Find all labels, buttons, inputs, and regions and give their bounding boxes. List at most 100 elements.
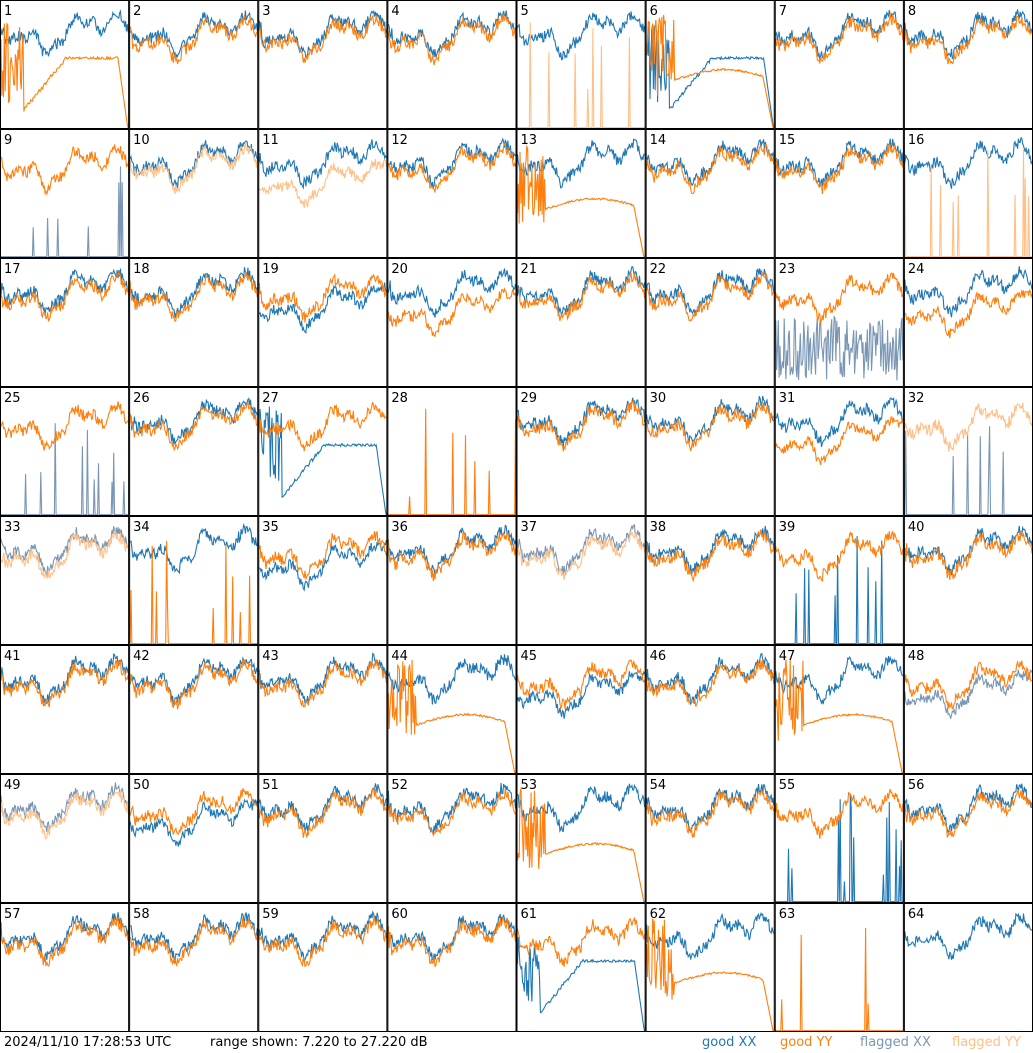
series-yy-52: [387, 788, 516, 838]
series-yy-45: [516, 659, 646, 710]
panel-42: 42: [129, 645, 259, 774]
range-text: range shown: 7.220 to 27.220 dB: [210, 1035, 428, 1050]
series-yy-58: [129, 917, 258, 968]
panel-frame-1: [0, 0, 130, 129]
panel-label-32: 32: [908, 391, 925, 406]
panel-label-3: 3: [262, 4, 270, 19]
panel-label-8: 8: [908, 4, 916, 19]
panel-frame-13: [516, 129, 646, 258]
panel-21: 21: [516, 258, 646, 387]
panel-label-36: 36: [391, 520, 408, 535]
panel-2: 2: [129, 0, 259, 129]
series-xx-20: [387, 268, 517, 318]
panel-23: 23: [774, 258, 904, 387]
panel-label-48: 48: [908, 649, 925, 664]
panel-29: 29: [516, 387, 646, 516]
panel-frame-53: [516, 774, 646, 903]
series-xx-27: [258, 406, 387, 516]
series-xx-3: [258, 10, 387, 60]
panel-frame-35: [258, 516, 388, 645]
series-yy-11: [258, 158, 387, 208]
series-yy-19: [258, 272, 387, 323]
series-yy-3: [259, 15, 387, 63]
panel-48: 48: [903, 645, 1033, 774]
panel-frame-51: [258, 774, 388, 903]
panel-44: 44: [387, 645, 517, 774]
panel-6: 6: [645, 0, 775, 129]
panel-frame-25: [0, 387, 130, 516]
panel-60: 60: [387, 903, 517, 1032]
panel-label-5: 5: [521, 4, 529, 19]
panel-frame-30: [645, 387, 775, 516]
panel-25: 25: [0, 387, 130, 516]
panel-16: 16: [903, 129, 1033, 258]
series-xx-51: [258, 783, 387, 832]
panel-label-9: 9: [4, 133, 12, 148]
series-yy-18: [129, 271, 258, 323]
series-yy-34: [129, 540, 258, 645]
panel-frame-10: [129, 129, 259, 258]
panel-frame-6: [645, 0, 775, 129]
series-yy-49: [0, 790, 129, 840]
panel-4: 4: [387, 0, 517, 129]
series-yy-22: [646, 271, 775, 322]
panel-31: 31: [774, 387, 904, 516]
panel-label-59: 59: [262, 907, 279, 922]
panel-28: 28: [387, 387, 517, 516]
panel-frame-37: [516, 516, 646, 645]
panel-frame-27: [258, 387, 388, 516]
panel-label-55: 55: [779, 778, 796, 793]
panel-frame-12: [387, 129, 517, 258]
panel-55: 55: [774, 774, 904, 903]
series-yy-8: [904, 15, 1033, 65]
panel-36: 36: [387, 516, 517, 645]
series-yy-23: [775, 272, 904, 324]
panel-frame-34: [129, 516, 259, 645]
series-yy-4: [387, 13, 517, 66]
panel-frame-52: [387, 774, 517, 903]
panel-52: 52: [387, 774, 517, 903]
panel-frame-57: [0, 903, 130, 1032]
series-yy-1: [0, 22, 129, 129]
panel-34: 34: [129, 516, 259, 645]
series-xx-45: [516, 670, 646, 719]
panel-49: 49: [0, 774, 130, 903]
panel-label-10: 10: [133, 133, 150, 148]
panel-frame-44: [387, 645, 517, 774]
series-yy-12: [387, 142, 517, 193]
series-yy-50: [129, 788, 258, 835]
series-yy-39: [775, 530, 904, 583]
series-xx-24: [904, 266, 1033, 318]
panel-frame-43: [258, 645, 388, 774]
legend-flagged-yy: flagged YY: [952, 1035, 1021, 1050]
panel-label-19: 19: [262, 262, 279, 277]
panel-label-21: 21: [521, 262, 538, 277]
series-xx-9: [1, 166, 129, 258]
panel-label-24: 24: [908, 262, 925, 277]
series-xx-46: [646, 653, 775, 706]
panel-54: 54: [645, 774, 775, 903]
series-xx-7: [775, 9, 904, 60]
series-xx-5: [517, 11, 646, 61]
series-yy-14: [646, 143, 775, 195]
legend-good-yy: good YY: [780, 1035, 833, 1050]
panel-label-11: 11: [262, 133, 279, 148]
series-xx-52: [387, 782, 517, 834]
panel-frame-58: [129, 903, 259, 1032]
panel-label-31: 31: [779, 391, 796, 406]
panel-8: 8: [903, 0, 1033, 129]
panel-label-49: 49: [4, 778, 21, 793]
panel-label-27: 27: [262, 391, 279, 406]
series-xx-16: [904, 136, 1033, 189]
panel-label-25: 25: [4, 391, 21, 406]
panel-label-38: 38: [650, 520, 667, 535]
panel-label-62: 62: [650, 907, 667, 922]
panel-label-63: 63: [779, 907, 796, 922]
series-yy-32: [904, 402, 1033, 452]
series-xx-47: [775, 655, 904, 705]
series-xx-2: [129, 10, 258, 58]
panel-frame-41: [0, 645, 130, 774]
panel-label-57: 57: [4, 907, 21, 922]
panel-frame-14: [645, 129, 775, 258]
panel-label-6: 6: [650, 4, 658, 19]
